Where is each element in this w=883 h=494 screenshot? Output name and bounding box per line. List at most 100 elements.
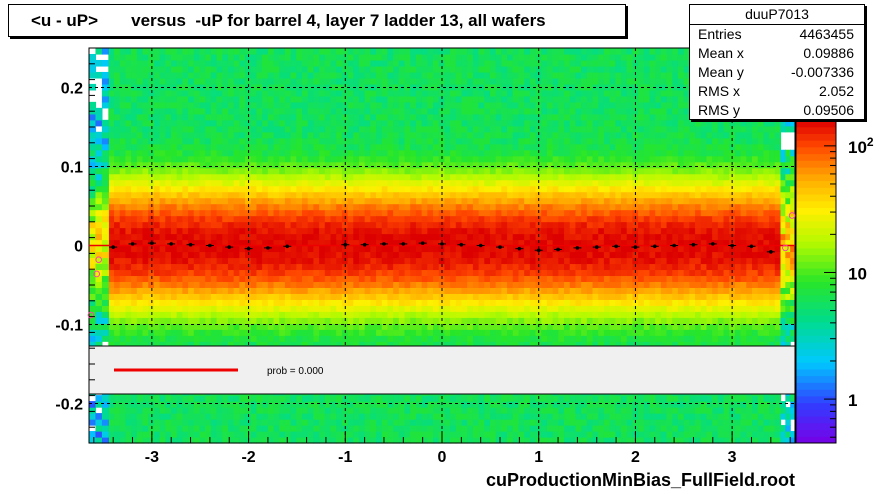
heatmap-cell xyxy=(205,197,212,205)
heatmap-cell xyxy=(267,209,275,217)
heatmap-cell xyxy=(148,95,155,103)
heatmap-cell xyxy=(216,83,223,91)
heatmap-cell xyxy=(216,233,223,241)
heatmap-cell xyxy=(501,53,508,61)
heatmap-cell xyxy=(438,125,446,133)
heatmap-cell xyxy=(307,245,315,253)
heatmap-cell xyxy=(353,329,360,336)
heatmap-cell xyxy=(330,275,337,283)
heatmap-cell xyxy=(461,407,468,414)
heatmap-cell xyxy=(529,101,537,109)
heatmap-cell xyxy=(165,425,172,432)
heatmap-cell xyxy=(444,233,451,241)
heatmap-cell xyxy=(364,323,371,330)
heatmap-cell xyxy=(182,101,189,109)
heatmap-cell xyxy=(205,59,212,67)
heatmap-cell xyxy=(267,215,275,223)
heatmap-cell xyxy=(478,149,485,157)
heatmap-cell xyxy=(182,323,189,330)
heatmap-cell xyxy=(267,161,275,169)
heatmap-cell xyxy=(472,125,480,133)
heatmap-cell xyxy=(165,48,172,55)
heatmap-cell xyxy=(108,341,115,348)
heatmap-cell xyxy=(302,143,309,151)
heatmap-cell xyxy=(529,59,537,67)
heatmap-cell xyxy=(467,161,474,169)
heatmap-cell xyxy=(176,113,183,121)
heatmap-cell xyxy=(119,299,127,306)
heatmap-cell xyxy=(444,281,451,288)
heatmap-cell xyxy=(415,65,423,73)
heatmap-cell xyxy=(250,281,258,288)
heatmap-cell xyxy=(296,425,303,432)
heatmap-cell xyxy=(364,425,371,432)
heatmap-cell xyxy=(165,143,172,151)
heatmap-cell xyxy=(478,263,485,271)
heatmap-cell xyxy=(421,335,428,342)
heatmap-cell xyxy=(284,341,292,348)
heatmap-cell xyxy=(393,419,400,426)
heatmap-cell xyxy=(415,341,423,348)
heatmap-cell xyxy=(438,53,446,61)
heatmap-cell xyxy=(273,287,280,294)
heatmap-cell xyxy=(444,59,451,67)
heatmap-cell xyxy=(279,275,286,283)
heatmap-cell xyxy=(495,293,502,300)
heatmap-cell xyxy=(176,425,183,432)
heatmap-cell xyxy=(444,131,451,139)
heatmap-cell xyxy=(165,287,172,294)
heatmap-cell xyxy=(125,77,132,85)
heatmap-cell xyxy=(478,311,485,318)
heatmap-cell xyxy=(296,221,303,229)
heatmap-cell xyxy=(358,329,366,336)
heatmap-cell xyxy=(341,131,349,139)
heatmap-cell xyxy=(142,107,149,115)
heatmap-cell xyxy=(216,161,223,169)
heatmap-cell xyxy=(512,293,520,300)
heatmap-cell xyxy=(148,101,155,109)
heatmap-cell xyxy=(108,233,115,241)
heatmap-cell xyxy=(353,53,360,61)
heatmap-cell xyxy=(319,131,326,139)
heatmap-cell xyxy=(199,323,206,330)
heatmap-cell xyxy=(330,149,337,157)
heatmap-cell xyxy=(336,431,343,438)
heatmap-cell xyxy=(273,209,280,217)
heatmap-cell xyxy=(478,317,485,324)
heatmap-cell xyxy=(165,77,172,85)
heatmap-cell xyxy=(119,287,127,294)
heatmap-cell xyxy=(227,341,235,348)
heatmap-cell xyxy=(119,407,127,414)
heatmap-cell xyxy=(421,119,428,127)
heatmap-cell xyxy=(131,71,138,79)
heatmap-cell xyxy=(495,155,502,163)
heatmap-cell xyxy=(507,419,514,426)
heatmap-cell xyxy=(239,293,246,300)
heatmap-cell xyxy=(455,401,463,408)
heatmap-cell xyxy=(495,287,502,294)
heatmap-cell xyxy=(518,281,525,288)
heatmap-cell xyxy=(461,323,468,330)
heatmap-cell xyxy=(114,113,121,121)
heatmap-cell xyxy=(341,155,349,163)
heatmap-cell xyxy=(450,173,457,181)
heatmap-cell xyxy=(273,65,280,73)
heatmap-cell xyxy=(364,311,371,318)
heatmap-cell xyxy=(153,71,161,79)
heatmap-cell xyxy=(455,83,463,91)
heatmap-cell xyxy=(427,107,434,115)
heatmap-cell xyxy=(108,299,115,306)
heatmap-cell xyxy=(393,53,400,61)
heatmap-cell xyxy=(524,119,531,127)
heatmap-cell xyxy=(353,419,360,426)
heatmap-cell xyxy=(495,113,502,121)
heatmap-cell xyxy=(427,71,434,79)
heatmap-cell xyxy=(495,203,502,211)
heatmap-cell xyxy=(256,227,263,235)
heatmap-cell xyxy=(245,119,252,127)
heatmap-cell xyxy=(427,329,434,336)
heatmap-cell xyxy=(290,419,297,426)
heatmap-cell xyxy=(415,53,423,61)
heatmap-cell xyxy=(205,167,212,175)
heatmap-cell xyxy=(347,395,354,402)
